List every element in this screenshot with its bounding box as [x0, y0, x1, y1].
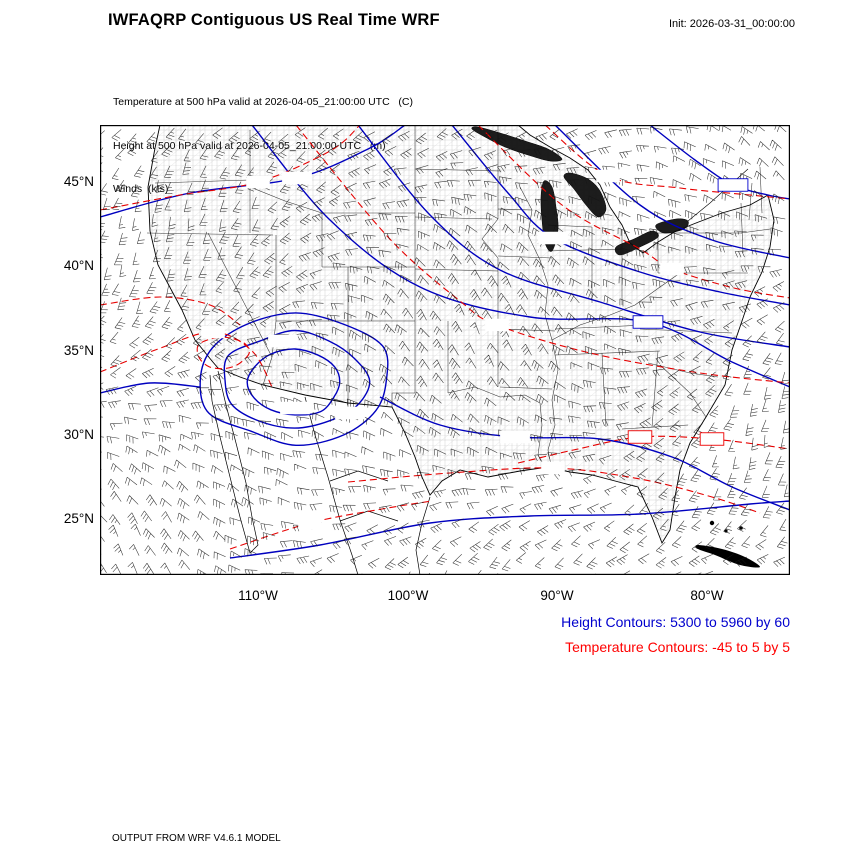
model-footer: OUTPUT FROM WRF V4.6.1 MODEL WE = 580 ; …	[112, 806, 505, 850]
islands	[695, 520, 761, 568]
caption-temperature-field: Temperature at 500 hPa valid at 2026-04-…	[113, 96, 414, 108]
temp-contour-label-box	[541, 461, 565, 475]
init-timestamp: Init: 2026-03-31_00:00:00	[669, 18, 795, 30]
lon-tick-90w: 90°W	[540, 588, 574, 603]
lat-tick-30n: 30°N	[63, 427, 94, 442]
height-contour-label-box	[280, 401, 310, 415]
lon-tick-100w: 100°W	[387, 588, 429, 603]
temperature-contours	[100, 125, 790, 550]
height-contour-label-box	[632, 315, 664, 329]
temp-contour-label-box	[246, 175, 270, 189]
lat-tick-40n: 40°N	[63, 258, 94, 273]
lat-tick-25n: 25°N	[63, 511, 94, 526]
weather-map-svg: 58605420554056605780578057805780-20-30-2…	[100, 125, 790, 575]
lon-tick-80w: 80°W	[690, 588, 724, 603]
lat-tick-45n: 45°N	[63, 174, 94, 189]
state-borders	[146, 125, 771, 471]
map-frame	[100, 125, 790, 575]
footer-model-line: OUTPUT FROM WRF V4.6.1 MODEL	[112, 833, 281, 844]
weather-map: 58605420554056605780578057805780-20-30-2…	[100, 125, 790, 575]
temp-contour-label-box	[485, 318, 509, 332]
height-contour-label-box	[500, 430, 530, 444]
temp-contour-label-box	[660, 262, 684, 276]
lat-tick-35n: 35°N	[63, 343, 94, 358]
height-contours	[100, 125, 790, 559]
legend-temperature-contours: Temperature Contours: -45 to 5 by 5	[565, 639, 790, 655]
temp-contour-label-box	[627, 430, 653, 444]
height-contour-label-box	[268, 334, 298, 348]
temp-contour-label-box	[298, 516, 322, 530]
height-contour-label-box	[282, 171, 312, 185]
lon-tick-110w: 110°W	[238, 588, 278, 603]
page-title: IWFAQRP Contiguous US Real Time WRF	[108, 11, 440, 29]
height-contour-label-box	[335, 406, 365, 420]
legend-height-contours: Height Contours: 5300 to 5960 by 60	[561, 614, 790, 630]
mexico-coastline	[209, 168, 749, 575]
temp-contour-label-box	[201, 325, 225, 339]
temp-contour-label-box	[699, 432, 725, 446]
height-contour-label-box	[538, 231, 568, 245]
map-layers: 58605420554056605780578057805780-20-30-2…	[100, 125, 790, 575]
temp-contour-label-box	[596, 169, 620, 183]
st-lawrence-line	[687, 168, 749, 222]
height-contour-label-box	[717, 178, 749, 192]
